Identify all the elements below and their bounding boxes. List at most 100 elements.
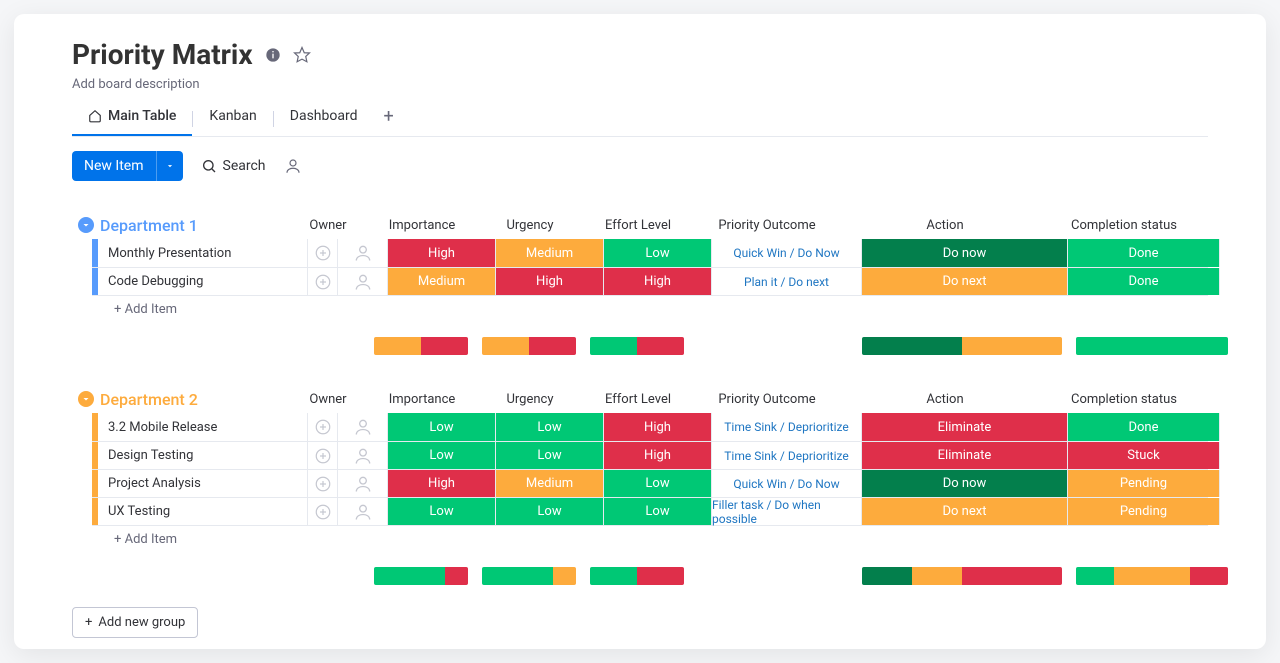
completion-cell[interactable]: Pending <box>1068 498 1220 525</box>
effort-cell[interactable]: Low <box>604 498 712 525</box>
group-name[interactable]: Department 2 <box>100 390 198 409</box>
summary-action <box>862 567 1062 585</box>
item-name[interactable]: 3.2 Mobile Release <box>98 413 308 441</box>
effort-cell[interactable]: Low <box>604 470 712 497</box>
summary-completion <box>1076 337 1228 355</box>
outcome-cell[interactable]: Filler task / Do when possible <box>712 498 862 525</box>
view-tabs: Main TableKanbanDashboard+ <box>72 102 1208 137</box>
column-urgency[interactable]: Urgency <box>476 392 584 407</box>
importance-cell[interactable]: High <box>388 239 496 267</box>
column-completion[interactable]: Completion status <box>1048 392 1200 407</box>
star-icon[interactable] <box>293 46 311 64</box>
item-name[interactable]: Design Testing <box>98 442 308 469</box>
outcome-cell[interactable]: Quick Win / Do Now <box>712 470 862 497</box>
new-item-dropdown[interactable] <box>156 151 183 181</box>
urgency-cell[interactable]: Low <box>496 442 604 469</box>
summary-effort <box>590 567 684 585</box>
completion-cell[interactable]: Done <box>1068 268 1220 295</box>
effort-cell[interactable]: Low <box>604 239 712 267</box>
urgency-cell[interactable]: High <box>496 268 604 295</box>
group-name[interactable]: Department 1 <box>100 216 198 235</box>
table-row: Project Analysis HighMediumLowQuick Win /… <box>92 469 1208 497</box>
column-outcome[interactable]: Priority Outcome <box>692 392 842 407</box>
add-subitem-icon[interactable] <box>308 442 338 469</box>
item-name[interactable]: Monthly Presentation <box>98 239 308 267</box>
new-item-main[interactable]: New Item <box>72 151 156 181</box>
add-subitem-icon[interactable] <box>308 413 338 441</box>
home-icon <box>88 109 102 123</box>
search-button[interactable]: Search <box>201 158 266 174</box>
add-item-button[interactable]: + Add Item <box>98 532 177 547</box>
effort-cell[interactable]: High <box>604 268 712 295</box>
owner-cell[interactable] <box>338 239 388 267</box>
table-row: Design TestingLowLowHighTime Sink / Depr… <box>92 441 1208 469</box>
completion-cell[interactable]: Done <box>1068 413 1220 441</box>
column-importance[interactable]: Importance <box>368 218 476 233</box>
action-cell[interactable]: Eliminate <box>862 442 1068 469</box>
outcome-cell[interactable]: Quick Win / Do Now <box>712 239 862 267</box>
importance-cell[interactable]: Low <box>388 498 496 525</box>
table-row: UX TestingLowLowLowFiller task / Do when… <box>92 497 1208 525</box>
column-action[interactable]: Action <box>842 218 1048 233</box>
tab-main-table[interactable]: Main Table <box>72 102 192 136</box>
item-name[interactable]: UX Testing <box>98 498 308 525</box>
completion-cell[interactable]: Pending <box>1068 470 1220 497</box>
importance-cell[interactable]: Medium <box>388 268 496 295</box>
outcome-cell[interactable]: Time Sink / Deprioritize <box>712 413 862 441</box>
action-cell[interactable]: Do next <box>862 498 1068 525</box>
add-subitem-icon[interactable] <box>308 239 338 267</box>
table-row: Code DebuggingMediumHighHighPlan it / Do… <box>92 267 1208 295</box>
tab-kanban[interactable]: Kanban <box>193 102 272 136</box>
column-owner[interactable]: Owner <box>288 218 368 233</box>
item-name[interactable]: Code Debugging <box>98 268 308 295</box>
column-effort[interactable]: Effort Level <box>584 218 692 233</box>
column-completion[interactable]: Completion status <box>1048 218 1200 233</box>
board-card: Priority Matrix Add board description Ma… <box>14 14 1266 649</box>
add-subitem-icon[interactable] <box>308 470 338 497</box>
urgency-cell[interactable]: Medium <box>496 239 604 267</box>
owner-cell[interactable] <box>338 498 388 525</box>
owner-cell[interactable] <box>338 442 388 469</box>
urgency-cell[interactable]: Low <box>496 498 604 525</box>
add-item-button[interactable]: + Add Item <box>98 302 177 317</box>
column-urgency[interactable]: Urgency <box>476 218 584 233</box>
column-owner[interactable]: Owner <box>288 392 368 407</box>
add-subitem-icon[interactable] <box>308 498 338 525</box>
column-effort[interactable]: Effort Level <box>584 392 692 407</box>
summary-importance <box>374 567 468 585</box>
outcome-cell[interactable]: Time Sink / Deprioritize <box>712 442 862 469</box>
importance-cell[interactable]: Low <box>388 442 496 469</box>
board-description[interactable]: Add board description <box>72 77 1208 92</box>
outcome-cell[interactable]: Plan it / Do next <box>712 268 862 295</box>
summary-effort <box>590 337 684 355</box>
importance-cell[interactable]: High <box>388 470 496 497</box>
add-view-button[interactable]: + <box>373 104 403 134</box>
item-name[interactable]: Project Analysis <box>98 470 308 497</box>
add-subitem-icon[interactable] <box>308 268 338 295</box>
action-cell[interactable]: Do now <box>862 239 1068 267</box>
effort-cell[interactable]: High <box>604 442 712 469</box>
owner-cell[interactable] <box>338 268 388 295</box>
completion-cell[interactable]: Stuck <box>1068 442 1220 469</box>
search-label: Search <box>223 158 266 174</box>
completion-cell[interactable]: Done <box>1068 239 1220 267</box>
column-importance[interactable]: Importance <box>368 392 476 407</box>
tab-dashboard[interactable]: Dashboard <box>274 102 374 136</box>
action-cell[interactable]: Do now <box>862 470 1068 497</box>
effort-cell[interactable]: High <box>604 413 712 441</box>
owner-cell[interactable] <box>338 470 388 497</box>
column-action[interactable]: Action <box>842 392 1048 407</box>
collapse-group-button[interactable] <box>78 391 94 407</box>
info-icon[interactable] <box>265 47 281 63</box>
urgency-cell[interactable]: Low <box>496 413 604 441</box>
new-item-button[interactable]: New Item <box>72 151 183 181</box>
importance-cell[interactable]: Low <box>388 413 496 441</box>
action-cell[interactable]: Do next <box>862 268 1068 295</box>
action-cell[interactable]: Eliminate <box>862 413 1068 441</box>
urgency-cell[interactable]: Medium <box>496 470 604 497</box>
column-outcome[interactable]: Priority Outcome <box>692 218 842 233</box>
collapse-group-button[interactable] <box>78 217 94 233</box>
add-group-button[interactable]: + Add new group <box>72 607 198 638</box>
owner-cell[interactable] <box>338 413 388 441</box>
person-filter-icon[interactable] <box>284 157 302 175</box>
